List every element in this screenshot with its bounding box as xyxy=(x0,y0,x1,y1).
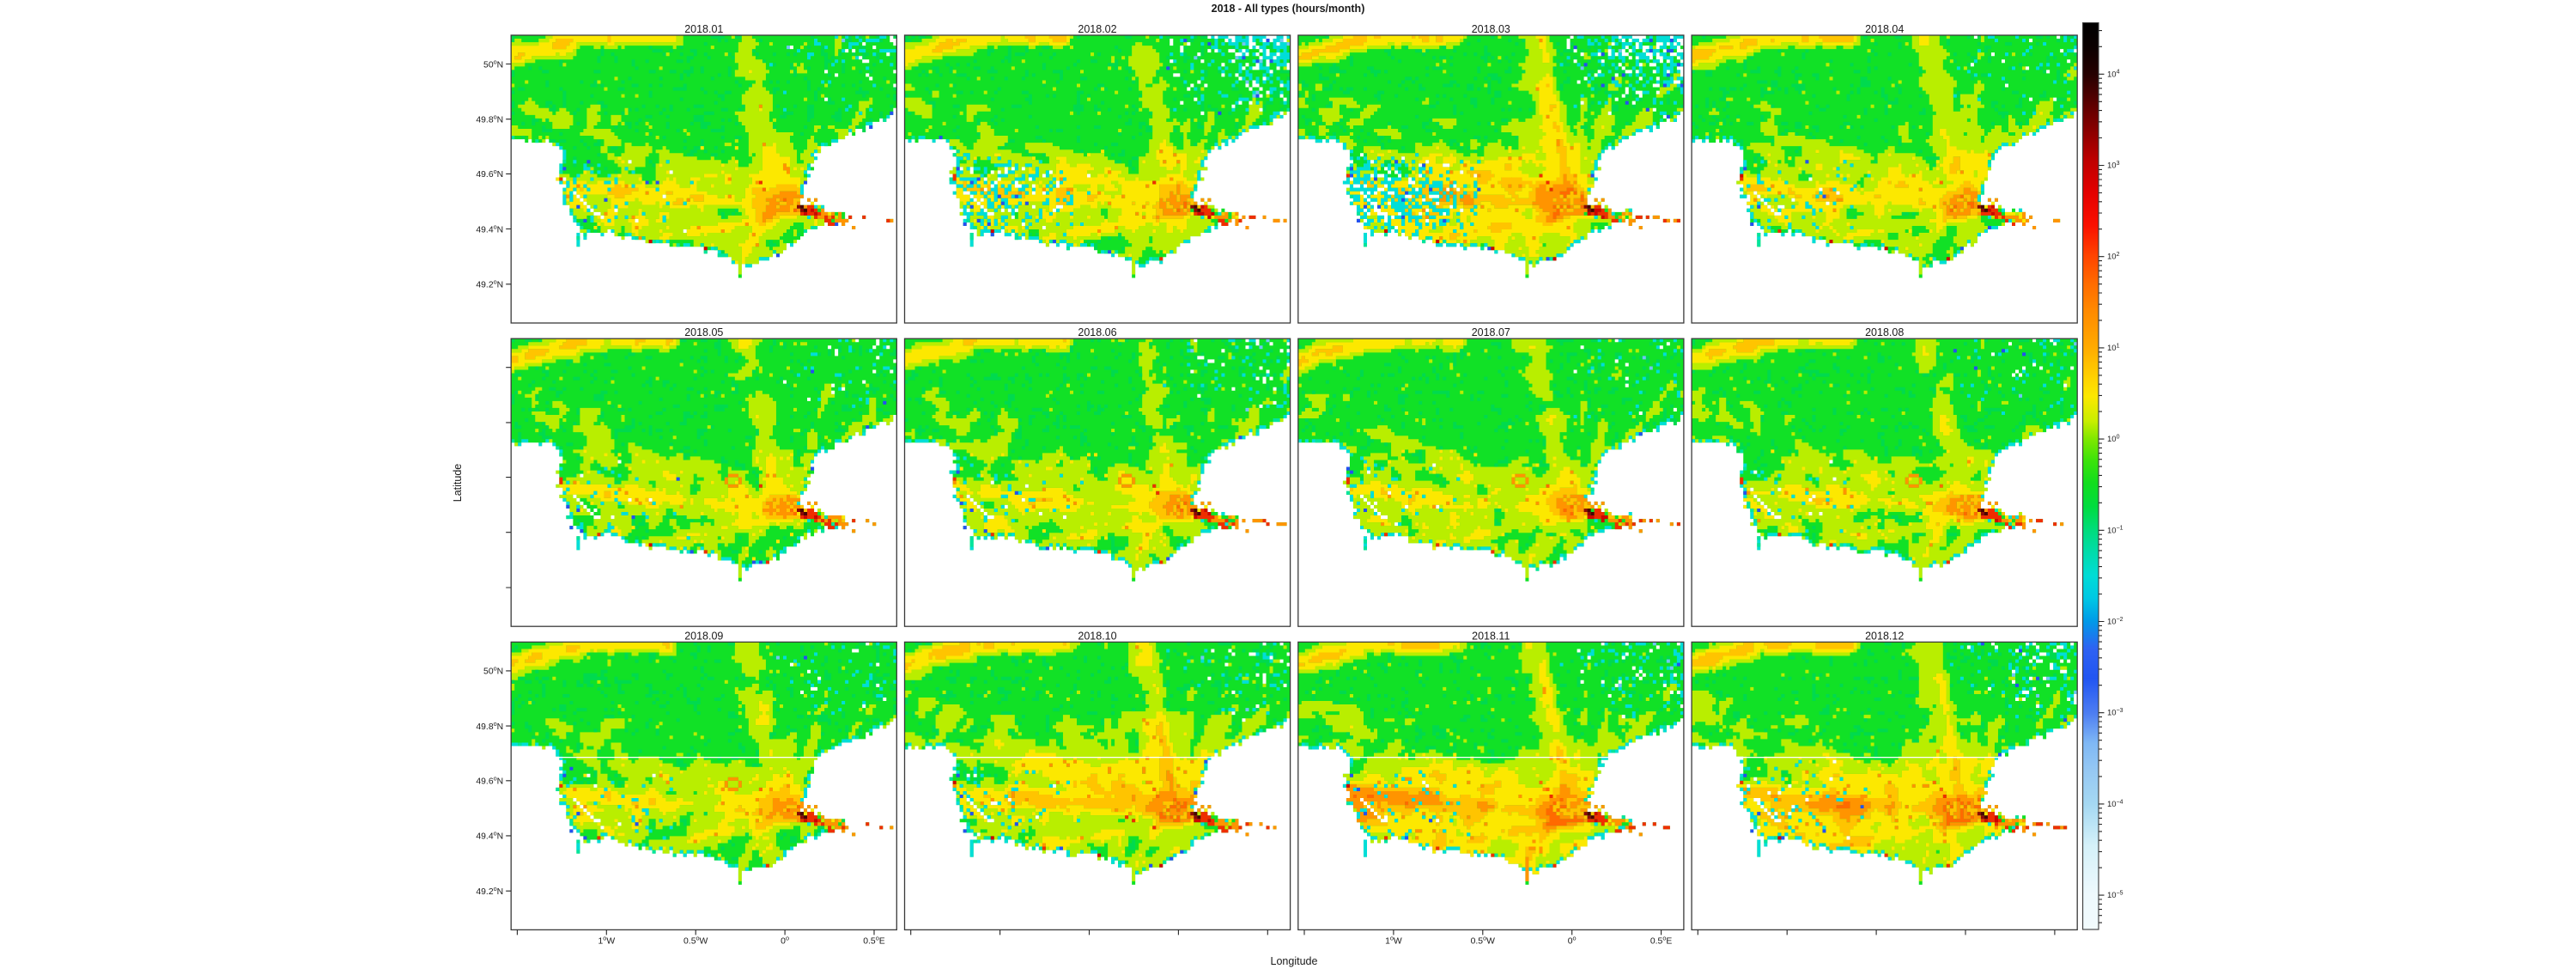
svg-text:49.8oN: 49.8oN xyxy=(476,720,503,732)
svg-text:10−5: 10−5 xyxy=(2107,891,2123,901)
svg-text:2018.08: 2018.08 xyxy=(1865,326,1904,338)
svg-text:2018.04: 2018.04 xyxy=(1865,23,1904,35)
svg-text:49.6oN: 49.6oN xyxy=(476,168,503,180)
svg-text:1oW: 1oW xyxy=(598,934,615,946)
svg-text:2018.10: 2018.10 xyxy=(1078,630,1116,642)
svg-text:10−1: 10−1 xyxy=(2107,526,2123,536)
svg-text:2018.09: 2018.09 xyxy=(684,630,723,642)
svg-text:0.5oW: 0.5oW xyxy=(1471,934,1496,946)
svg-text:49.4oN: 49.4oN xyxy=(476,830,503,842)
svg-text:101: 101 xyxy=(2107,343,2120,353)
svg-text:0.5oE: 0.5oE xyxy=(1650,934,1673,946)
svg-text:2018.11: 2018.11 xyxy=(1472,630,1510,642)
svg-text:0o: 0o xyxy=(1568,934,1577,946)
svg-text:2018.02: 2018.02 xyxy=(1078,23,1116,35)
svg-text:0.5oW: 0.5oW xyxy=(683,934,708,946)
svg-text:10−3: 10−3 xyxy=(2107,708,2123,718)
svg-text:50oN: 50oN xyxy=(483,58,503,70)
svg-text:10−4: 10−4 xyxy=(2107,799,2123,809)
svg-text:104: 104 xyxy=(2107,70,2120,80)
svg-text:Latitude: Latitude xyxy=(452,464,464,503)
svg-text:2018 - All types (hours/month): 2018 - All types (hours/month) xyxy=(1212,3,1365,15)
svg-text:2018.03: 2018.03 xyxy=(1472,23,1510,35)
svg-text:49.2oN: 49.2oN xyxy=(476,885,503,897)
svg-text:103: 103 xyxy=(2107,161,2120,171)
svg-text:10−2: 10−2 xyxy=(2107,617,2123,627)
svg-text:49.2oN: 49.2oN xyxy=(476,278,503,290)
svg-text:0.5oE: 0.5oE xyxy=(863,934,885,946)
svg-text:100: 100 xyxy=(2107,434,2120,444)
svg-text:2018.01: 2018.01 xyxy=(684,23,723,35)
svg-text:0o: 0o xyxy=(781,934,789,946)
svg-text:49.6oN: 49.6oN xyxy=(476,775,503,787)
svg-text:102: 102 xyxy=(2107,252,2120,262)
svg-text:2018.06: 2018.06 xyxy=(1078,326,1116,338)
svg-text:1oW: 1oW xyxy=(1385,934,1402,946)
svg-text:49.8oN: 49.8oN xyxy=(476,113,503,125)
svg-text:2018.12: 2018.12 xyxy=(1865,630,1904,642)
svg-text:49.4oN: 49.4oN xyxy=(476,222,503,235)
svg-text:2018.05: 2018.05 xyxy=(684,326,723,338)
svg-text:2018.07: 2018.07 xyxy=(1472,326,1510,338)
svg-text:50oN: 50oN xyxy=(483,665,503,677)
svg-text:Longitude: Longitude xyxy=(1271,955,1318,967)
